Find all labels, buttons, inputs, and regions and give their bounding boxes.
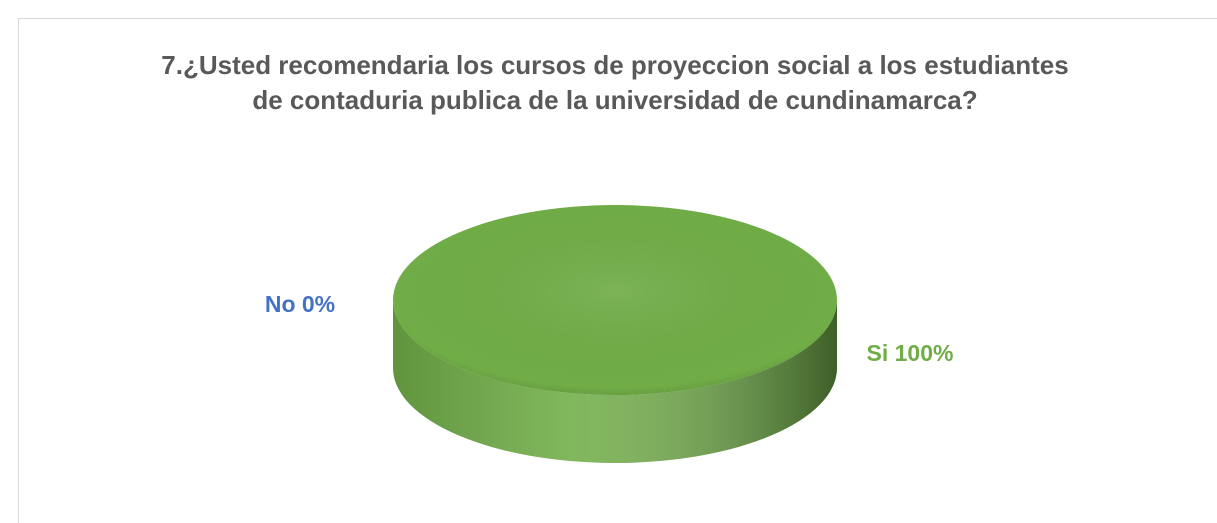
- slice-side-shade: [393, 300, 837, 463]
- slice-shade: [393, 205, 837, 395]
- data-label: Si 100%: [867, 340, 954, 366]
- chart-title: 7.¿Usted recomendaria los cursos de proy…: [161, 50, 1069, 115]
- chart-frame: [18, 18, 1217, 523]
- data-label: No 0%: [265, 291, 335, 317]
